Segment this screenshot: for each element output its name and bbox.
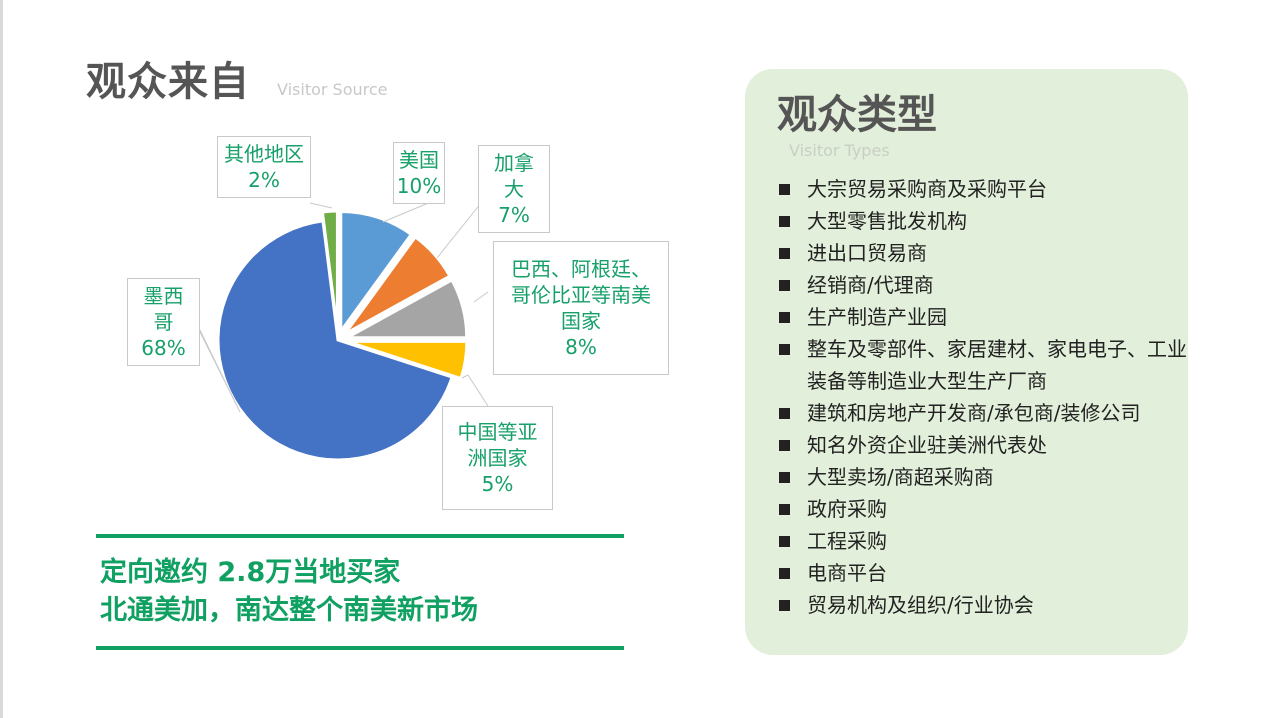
list-item-text: 建筑和房地产开发商/承包商/装修公司 bbox=[807, 401, 1141, 425]
pie-slice bbox=[343, 234, 452, 336]
bullet-icon bbox=[779, 184, 790, 195]
label-canada: 加拿大 7% bbox=[478, 145, 550, 233]
list-item: 大型零售批发机构 bbox=[779, 205, 1187, 237]
panel-subtitle: Visitor Types bbox=[789, 141, 890, 160]
list-item-text: 政府采购 bbox=[807, 497, 887, 521]
bullet-icon bbox=[779, 440, 790, 451]
list-item-text: 工程采购 bbox=[807, 529, 887, 553]
leader-line bbox=[467, 374, 489, 407]
list-item-text: 大型零售批发机构 bbox=[807, 209, 967, 233]
list-item: 政府采购 bbox=[779, 493, 1187, 525]
list-item: 工程采购 bbox=[779, 525, 1187, 557]
section-title: 观众来自 bbox=[86, 59, 250, 105]
bullet-icon bbox=[779, 600, 790, 611]
label-mexico: 墨西哥 68% bbox=[127, 278, 200, 366]
bullet-icon bbox=[779, 472, 790, 483]
pie-slice bbox=[216, 219, 455, 462]
pie-slice bbox=[320, 209, 339, 332]
bullet-icon bbox=[779, 312, 790, 323]
list-item: 生产制造产业园 bbox=[779, 301, 1187, 333]
pie-slice bbox=[339, 209, 414, 337]
label-south-america: 巴西、阿根廷、哥伦比亚等南美国家 8% bbox=[493, 241, 669, 375]
bullet-icon bbox=[779, 344, 790, 355]
bullet-icon bbox=[779, 408, 790, 419]
headline-2: 北通美加，南达整个南美新市场 bbox=[100, 595, 478, 626]
list-item-text: 大型卖场/商超采购商 bbox=[807, 465, 994, 489]
list-item-text: 大宗贸易采购商及采购平台 bbox=[807, 177, 1047, 201]
list-item: 整车及零部件、家居建材、家电电子、工业装备等制造业大型生产厂商 bbox=[779, 333, 1187, 397]
pie-slice bbox=[345, 277, 469, 340]
list-item: 电商平台 bbox=[779, 557, 1187, 589]
list-item: 大型卖场/商超采购商 bbox=[779, 461, 1187, 493]
divider-top bbox=[96, 534, 624, 538]
visitor-types-panel: 观众类型 Visitor Types 大宗贸易采购商及采购平台 大型零售批发机构进… bbox=[745, 69, 1188, 655]
list-item: 贸易机构及组织/行业协会 bbox=[779, 589, 1187, 621]
list-item: 知名外资企业驻美洲代表处 bbox=[779, 429, 1187, 461]
slide-edge bbox=[0, 0, 3, 718]
list-item-text: 经销商/代理商 bbox=[807, 273, 934, 297]
bullet-icon bbox=[779, 216, 790, 227]
bullet-icon bbox=[779, 280, 790, 291]
list-item: 进出口贸易商 bbox=[779, 237, 1187, 269]
visitor-types-list: 大宗贸易采购商及采购平台 大型零售批发机构 进出口贸易商 经销商/代理商 生产制造产业园… bbox=[779, 173, 1187, 621]
bullet-icon bbox=[779, 568, 790, 579]
label-asia: 中国等亚洲国家 5% bbox=[442, 406, 553, 510]
leader-line bbox=[197, 325, 237, 405]
leader-line bbox=[461, 374, 469, 379]
list-item-text: 电商平台 bbox=[807, 561, 887, 585]
list-item-text: 整车及零部件、家居建材、家电电子、工业装备等制造业大型生产厂商 bbox=[807, 337, 1187, 393]
bullet-icon bbox=[779, 504, 790, 515]
pie-slice bbox=[346, 339, 469, 381]
divider-bottom bbox=[96, 646, 624, 650]
label-other: 其他地区 2% bbox=[217, 136, 311, 198]
list-item-text: 贸易机构及组织/行业协会 bbox=[807, 593, 1034, 617]
list-item-text: 生产制造产业园 bbox=[807, 305, 947, 329]
list-item: 经销商/代理商 bbox=[779, 269, 1187, 301]
pie-chart bbox=[197, 195, 489, 462]
bullet-icon bbox=[779, 248, 790, 259]
section-subtitle: Visitor Source bbox=[277, 80, 388, 99]
bullet-icon bbox=[779, 536, 790, 547]
list-item: 建筑和房地产开发商/承包商/装修公司 bbox=[779, 397, 1187, 429]
panel-title: 观众类型 bbox=[777, 92, 937, 138]
leader-line bbox=[309, 202, 333, 209]
leader-line bbox=[473, 291, 489, 303]
label-usa: 美国 10% bbox=[393, 142, 445, 204]
headline-1: 定向邀约 2.8万当地买家 bbox=[100, 557, 401, 588]
list-item-text: 进出口贸易商 bbox=[807, 241, 927, 265]
leader-line bbox=[436, 197, 486, 259]
list-item-text: 知名外资企业驻美洲代表处 bbox=[807, 433, 1047, 457]
list-item: 大宗贸易采购商及采购平台 bbox=[779, 173, 1187, 205]
